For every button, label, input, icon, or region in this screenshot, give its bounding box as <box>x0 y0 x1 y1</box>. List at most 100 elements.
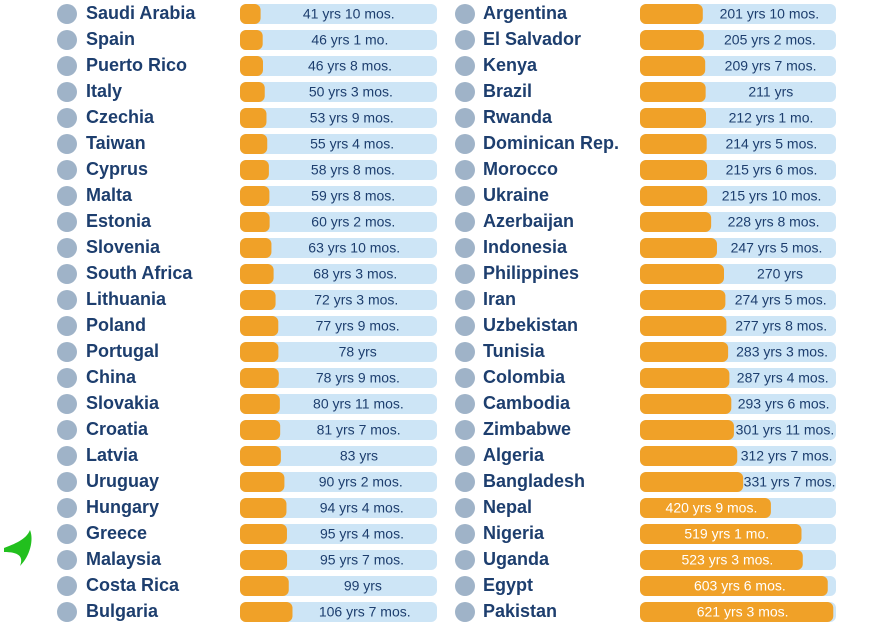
flag <box>57 56 77 76</box>
flag <box>455 472 475 492</box>
country-name: Taiwan <box>86 133 146 153</box>
bar-track <box>240 186 437 206</box>
value-label: 205 yrs 2 mos. <box>724 32 816 48</box>
value-label: 53 yrs 9 mos. <box>310 110 394 126</box>
country-name: Tunisia <box>483 341 546 361</box>
value-label: 58 yrs 8 mos. <box>311 162 395 178</box>
flag <box>57 290 77 310</box>
country-name: Colombia <box>483 367 566 387</box>
value-label: 46 yrs 8 mos. <box>308 58 392 74</box>
bar <box>240 160 269 180</box>
bar-track <box>240 4 437 24</box>
bar <box>640 238 717 258</box>
value-label: 277 yrs 8 mos. <box>735 318 827 334</box>
country-name: Slovakia <box>86 393 160 413</box>
flag <box>455 186 475 206</box>
bar-track <box>240 238 437 258</box>
flag <box>455 576 475 596</box>
flag <box>455 368 475 388</box>
bar <box>640 342 729 362</box>
flag <box>455 446 475 466</box>
country-name: Zimbabwe <box>483 419 571 439</box>
flag <box>455 524 475 544</box>
bar-track <box>240 134 437 154</box>
country-name: Saudi Arabia <box>86 3 196 23</box>
bar <box>640 82 706 102</box>
country-name: Bulgaria <box>86 601 159 621</box>
flag <box>455 4 475 24</box>
bar <box>240 316 279 336</box>
value-label: 99 yrs <box>344 578 382 594</box>
country-name: Costa Rica <box>86 575 180 595</box>
flag <box>455 82 475 102</box>
value-label: 90 yrs 2 mos. <box>319 474 403 490</box>
flag <box>57 4 77 24</box>
value-label: 621 yrs 3 mos. <box>697 604 789 620</box>
bar-track <box>240 368 437 388</box>
value-label: 46 yrs 1 mo. <box>311 32 388 48</box>
flag <box>455 238 475 258</box>
country-name: Poland <box>86 315 146 335</box>
bar <box>640 368 730 388</box>
bar <box>640 394 732 414</box>
flag <box>455 498 475 518</box>
value-label: 60 yrs 2 mos. <box>311 214 395 230</box>
country-name: Croatia <box>86 419 149 439</box>
country-name: Hungary <box>86 497 159 517</box>
bar-track <box>240 472 437 492</box>
flag <box>455 550 475 570</box>
country-name: Rwanda <box>483 107 553 127</box>
bar <box>240 342 279 362</box>
country-name: Greece <box>86 523 147 543</box>
value-label: 50 yrs 3 mos. <box>309 84 393 100</box>
country-name: Iran <box>483 289 516 309</box>
value-label: 41 yrs 10 mos. <box>303 6 395 22</box>
country-name: Uganda <box>483 549 550 569</box>
value-label: 83 yrs <box>340 448 378 464</box>
value-label: 212 yrs 1 mo. <box>729 110 814 126</box>
flag <box>57 368 77 388</box>
bar-track <box>240 550 437 570</box>
country-name: Argentina <box>483 3 568 23</box>
flag <box>455 160 475 180</box>
bar <box>640 290 726 310</box>
bar <box>640 186 708 206</box>
bar <box>240 4 261 24</box>
bar <box>240 108 267 128</box>
bar <box>640 576 828 596</box>
value-label: 80 yrs 11 mos. <box>313 396 404 412</box>
country-name: Puerto Rico <box>86 55 187 75</box>
value-label: 78 yrs <box>339 344 377 360</box>
flag <box>57 186 77 206</box>
flag <box>57 134 77 154</box>
country-name: Uruguay <box>86 471 159 491</box>
bar <box>640 550 803 570</box>
flag <box>57 420 77 440</box>
flag <box>57 342 77 362</box>
flag <box>455 134 475 154</box>
value-label: 287 yrs 4 mos. <box>737 370 829 386</box>
value-label: 72 yrs 3 mos. <box>314 292 398 308</box>
flag <box>455 108 475 128</box>
value-label: 247 yrs 5 mos. <box>731 240 823 256</box>
bar <box>240 264 274 284</box>
country-name: Malta <box>86 185 133 205</box>
country-name: Cambodia <box>483 393 571 413</box>
flag <box>57 264 77 284</box>
flag <box>455 342 475 362</box>
value-label: 81 yrs 7 mos. <box>317 422 401 438</box>
flag <box>57 602 77 622</box>
flag <box>455 420 475 440</box>
bar <box>240 82 265 102</box>
bar-track <box>240 576 437 596</box>
value-label: 519 yrs 1 mo. <box>684 526 769 542</box>
bar <box>240 394 280 414</box>
bar-track <box>240 524 437 544</box>
value-label: 293 yrs 6 mos. <box>738 396 830 412</box>
bar <box>640 4 703 24</box>
flag <box>57 550 77 570</box>
value-label: 95 yrs 7 mos. <box>320 552 404 568</box>
country-name: Dominican Rep. <box>483 133 619 153</box>
country-name: Pakistan <box>483 601 557 621</box>
